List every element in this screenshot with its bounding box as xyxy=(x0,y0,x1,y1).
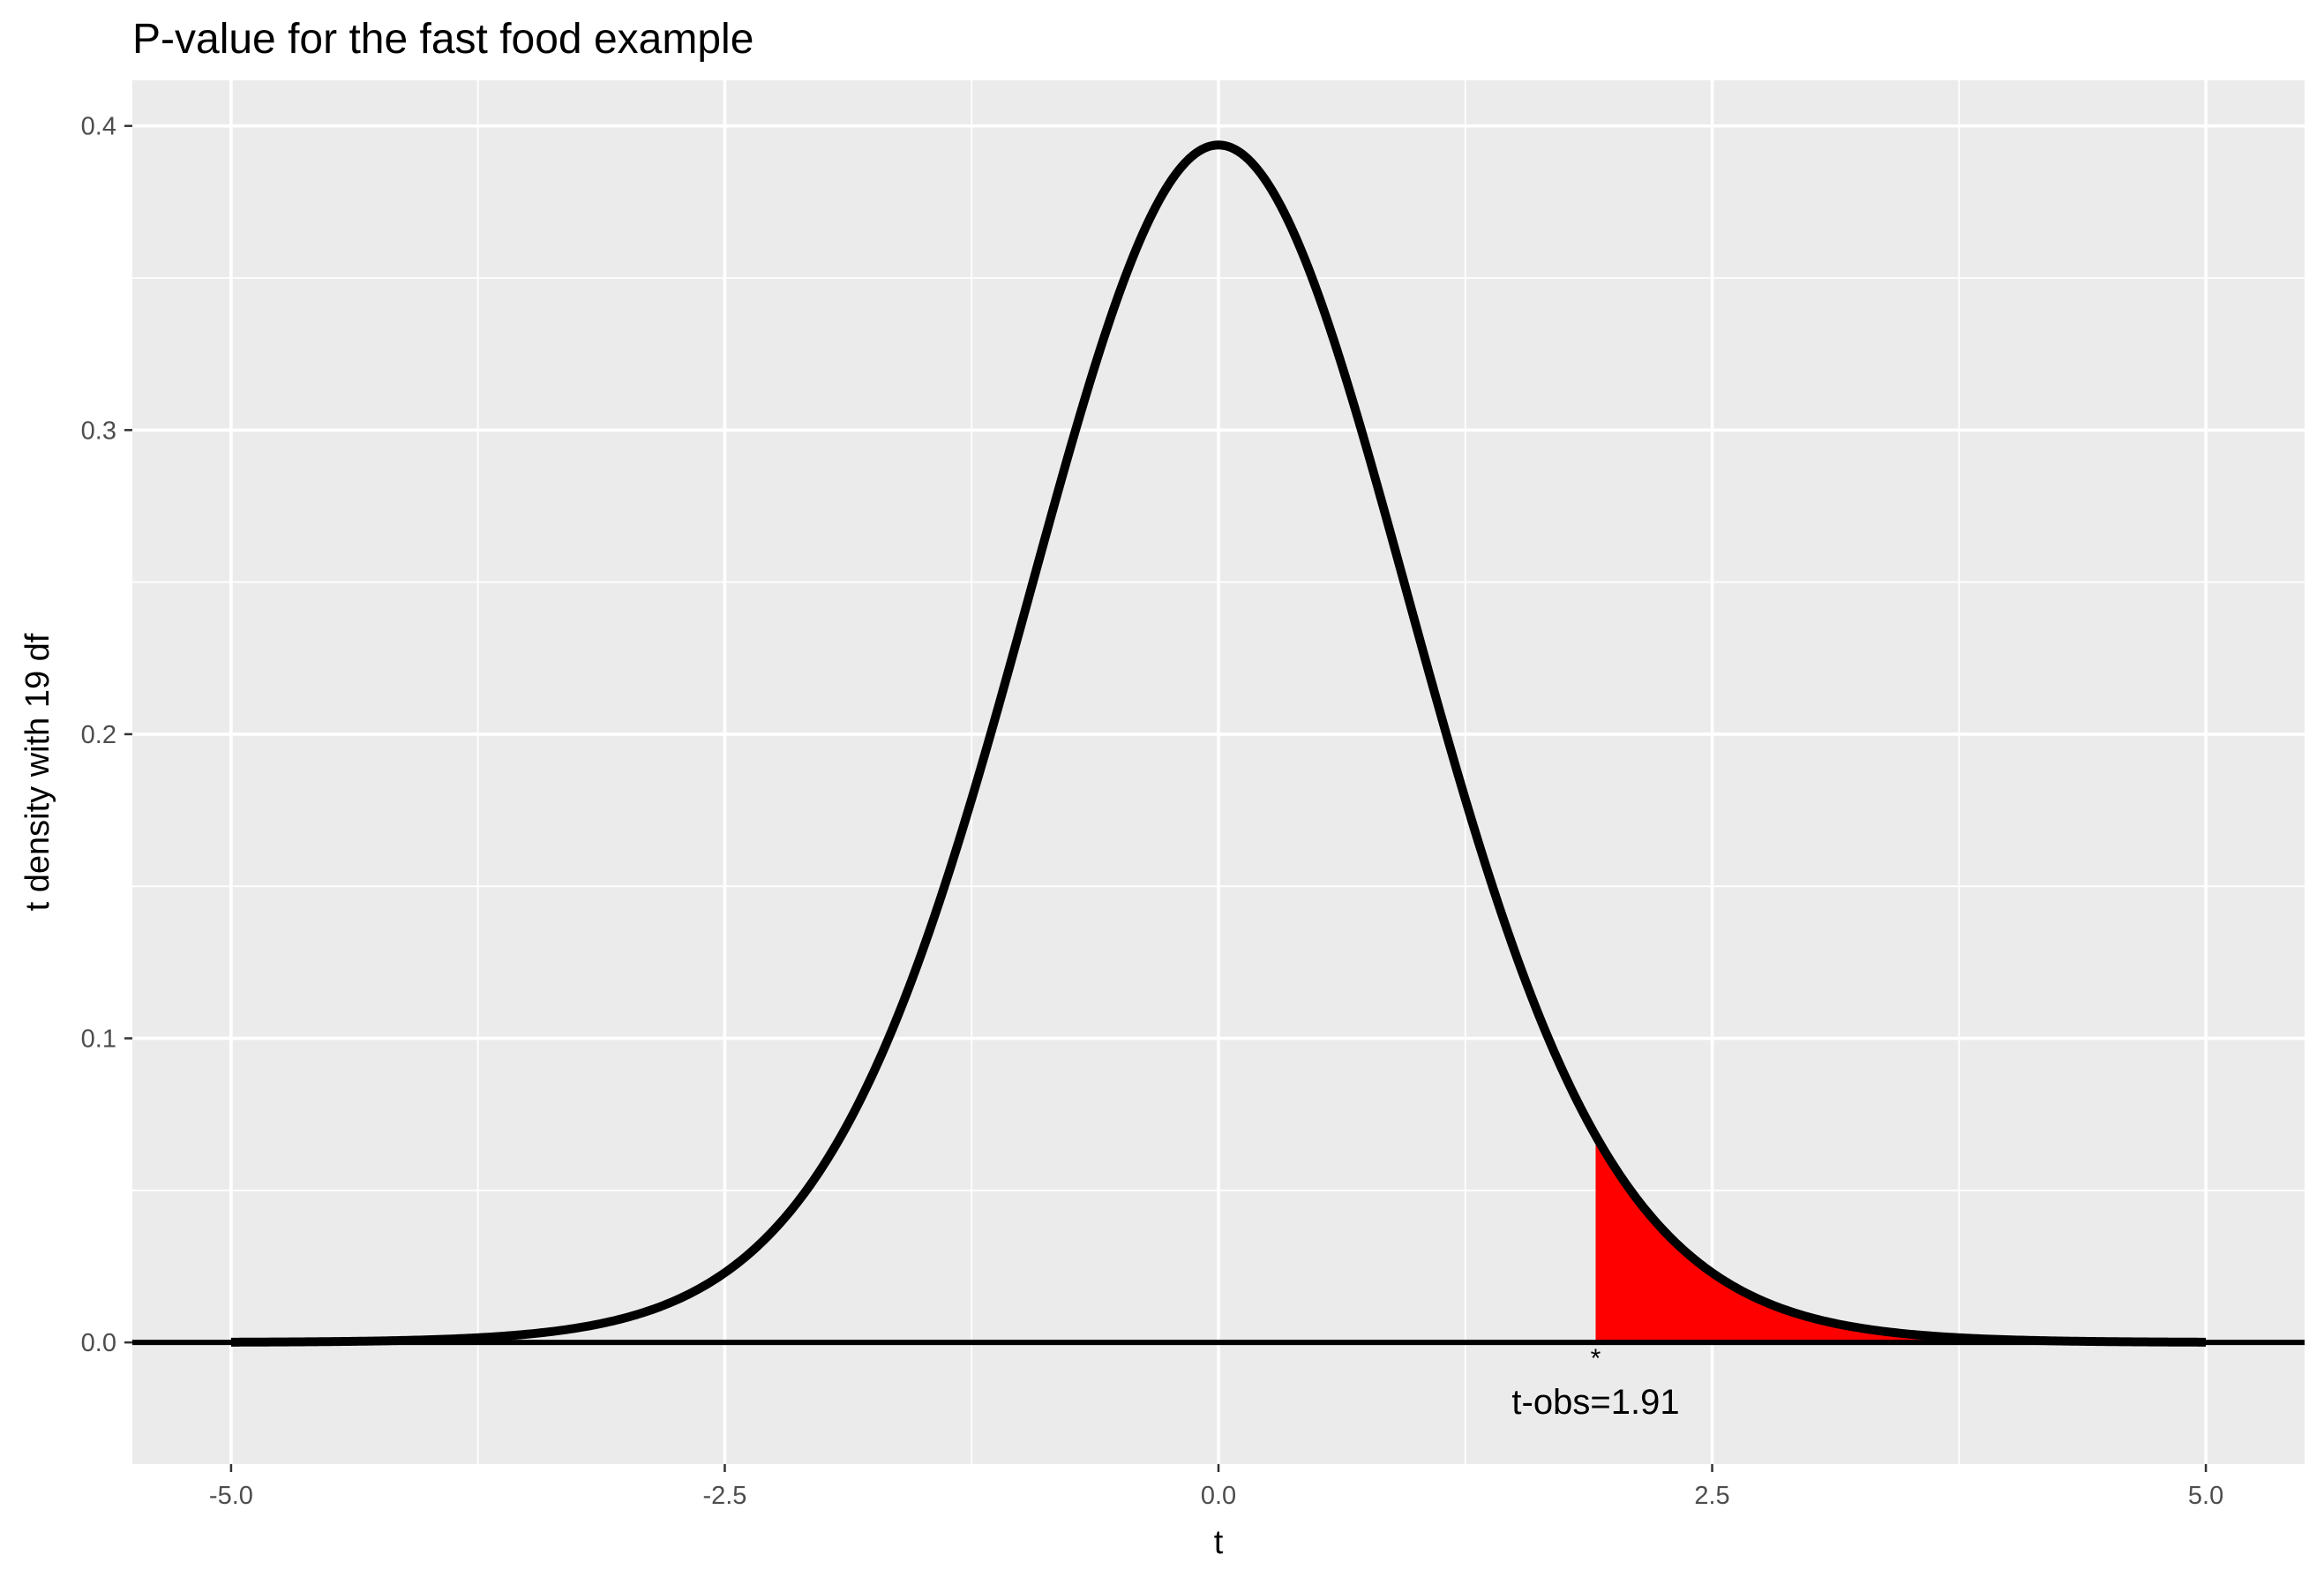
y-tick-label: 0.0 xyxy=(81,1329,116,1357)
x-axis-title: t xyxy=(1214,1524,1224,1561)
p-value-shaded-area xyxy=(1595,1135,2207,1343)
y-axis-title: t density with 19 df xyxy=(19,633,56,911)
y-tick-label: 0.4 xyxy=(81,113,116,141)
x-tick-label: 2.5 xyxy=(1694,1482,1729,1510)
chart-title: P-value for the fast food example xyxy=(132,16,753,63)
t-obs-marker: * xyxy=(1591,1344,1601,1373)
x-tick-label: -2.5 xyxy=(702,1482,746,1510)
t-density-curve xyxy=(229,140,2208,1347)
y-tick-label: 0.1 xyxy=(81,1025,116,1054)
y-axis-ticks: 0.0 0.1 0.2 0.3 0.4 xyxy=(81,113,132,1357)
x-tick-label: 0.0 xyxy=(1201,1482,1236,1510)
y-tick-label: 0.2 xyxy=(81,721,116,749)
x-tick-label: 5.0 xyxy=(2188,1482,2223,1510)
y-tick-label: 0.3 xyxy=(81,417,116,445)
t-obs-annotation: t-obs=1.91 xyxy=(1511,1383,1679,1422)
x-tick-label: -5.0 xyxy=(209,1482,253,1510)
x-axis-ticks: -5.0 -2.5 0.0 2.5 5.0 xyxy=(209,1464,2223,1510)
